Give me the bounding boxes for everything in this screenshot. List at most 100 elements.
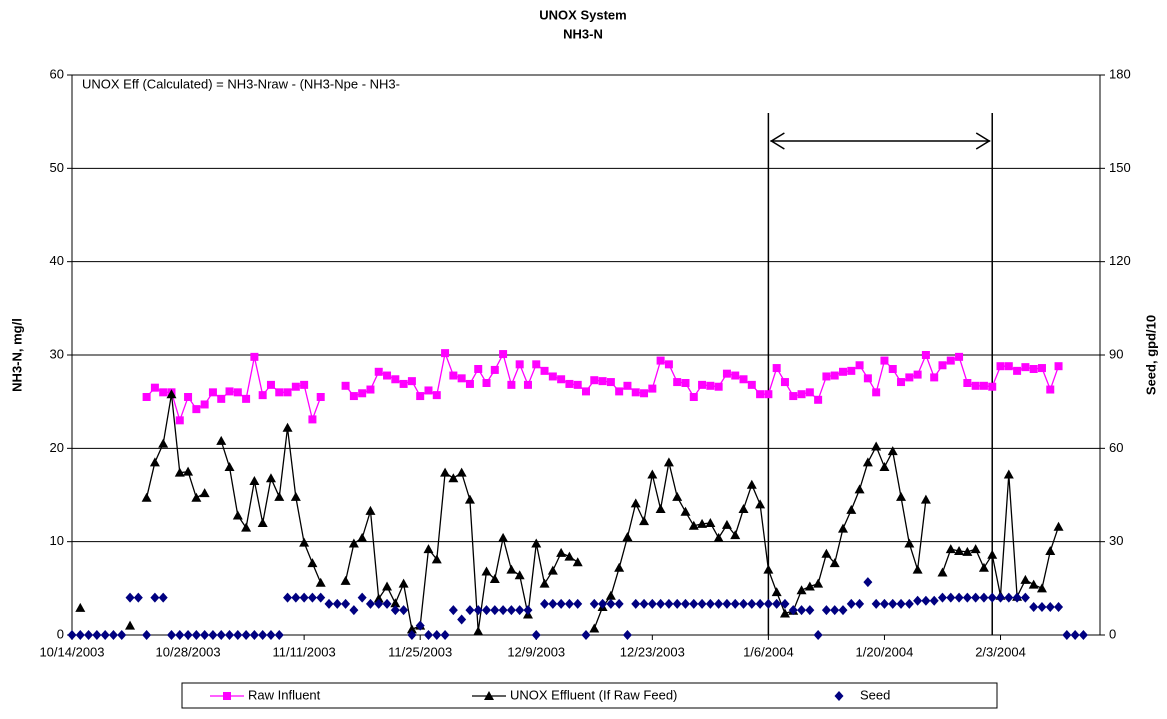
data-point <box>746 479 757 489</box>
data-point <box>465 605 475 616</box>
data-point <box>722 369 731 378</box>
data-point <box>804 581 815 591</box>
data-point <box>664 598 674 609</box>
data-point <box>697 518 708 528</box>
data-point <box>208 630 218 640</box>
x-tick-label: 10/14/2003 <box>39 644 104 659</box>
data-point <box>937 592 947 603</box>
data-point <box>681 379 690 387</box>
data-point <box>257 518 268 527</box>
data-point <box>1062 630 1072 640</box>
data-point <box>1004 362 1013 371</box>
data-point <box>945 544 956 554</box>
data-point <box>880 356 889 365</box>
data-point <box>191 630 201 640</box>
data-point <box>772 598 782 609</box>
data-point <box>656 598 666 609</box>
data-point <box>299 537 310 547</box>
data-point <box>731 371 740 380</box>
data-point <box>308 415 317 424</box>
data-point <box>897 378 906 387</box>
x-tick-label: 11/25/2003 <box>388 644 452 659</box>
data-point <box>730 530 741 540</box>
data-point <box>930 373 939 382</box>
data-point <box>821 548 832 558</box>
data-point <box>274 630 284 640</box>
x-tick-label: 1/6/2004 <box>743 644 794 659</box>
data-point <box>755 499 766 509</box>
data-point <box>655 504 666 513</box>
data-point <box>730 598 740 609</box>
data-point <box>482 379 491 387</box>
data-point <box>755 598 765 609</box>
data-point <box>142 630 152 640</box>
data-point <box>249 630 259 640</box>
data-point <box>582 387 590 396</box>
data-point <box>871 441 882 451</box>
data-point <box>547 565 558 575</box>
data-point <box>556 598 566 609</box>
data-point <box>714 598 724 609</box>
data-point <box>565 379 574 388</box>
data-point <box>605 590 616 600</box>
series-line <box>146 350 1060 423</box>
data-point <box>814 395 823 404</box>
data-point <box>1004 592 1014 603</box>
data-point <box>713 532 724 542</box>
data-point <box>441 349 450 358</box>
data-point <box>349 392 358 401</box>
data-point <box>224 462 235 471</box>
data-point <box>1012 592 1022 603</box>
data-point <box>349 605 359 616</box>
data-point <box>598 377 607 386</box>
data-point <box>946 592 956 603</box>
data-point <box>216 435 227 445</box>
data-point <box>290 491 301 501</box>
data-point <box>680 506 691 516</box>
data-point <box>572 557 583 567</box>
data-point <box>456 467 467 477</box>
data-point <box>531 538 542 548</box>
y2-tick-label: 180 <box>1109 66 1131 81</box>
data-point <box>739 375 748 384</box>
data-point <box>67 630 77 640</box>
data-point <box>1054 362 1063 371</box>
data-point <box>282 422 293 432</box>
data-point <box>233 630 243 640</box>
data-point <box>391 375 400 384</box>
data-point <box>291 592 301 603</box>
data-point <box>1013 366 1022 375</box>
data-point <box>954 546 965 555</box>
data-point <box>639 516 650 526</box>
data-point <box>225 630 235 640</box>
data-point <box>739 598 749 609</box>
data-point <box>398 578 409 588</box>
data-point <box>383 371 392 380</box>
data-point <box>573 380 582 389</box>
data-point <box>829 558 840 568</box>
data-point <box>366 385 375 394</box>
data-point <box>457 614 467 625</box>
data-point <box>970 544 981 554</box>
data-point <box>275 388 284 397</box>
data-point <box>630 498 641 508</box>
data-point <box>788 605 798 616</box>
data-point <box>200 630 210 640</box>
data-point <box>498 605 508 616</box>
data-point <box>540 598 550 609</box>
data-point <box>979 381 988 390</box>
data-point <box>780 598 790 609</box>
data-point <box>266 630 276 640</box>
data-point <box>432 630 442 640</box>
x-tick-label: 11/11/2003 <box>273 644 336 659</box>
data-point <box>423 544 434 554</box>
data-point <box>125 620 136 630</box>
data-point <box>316 393 325 401</box>
data-point <box>424 386 433 395</box>
data-point <box>988 382 997 391</box>
data-point <box>606 598 616 609</box>
data-point <box>382 581 393 591</box>
data-point <box>1020 592 1030 603</box>
data-point <box>315 577 326 587</box>
annotation: UNOX Eff (Calculated) = NH3-Nraw - (NH3-… <box>82 76 400 91</box>
